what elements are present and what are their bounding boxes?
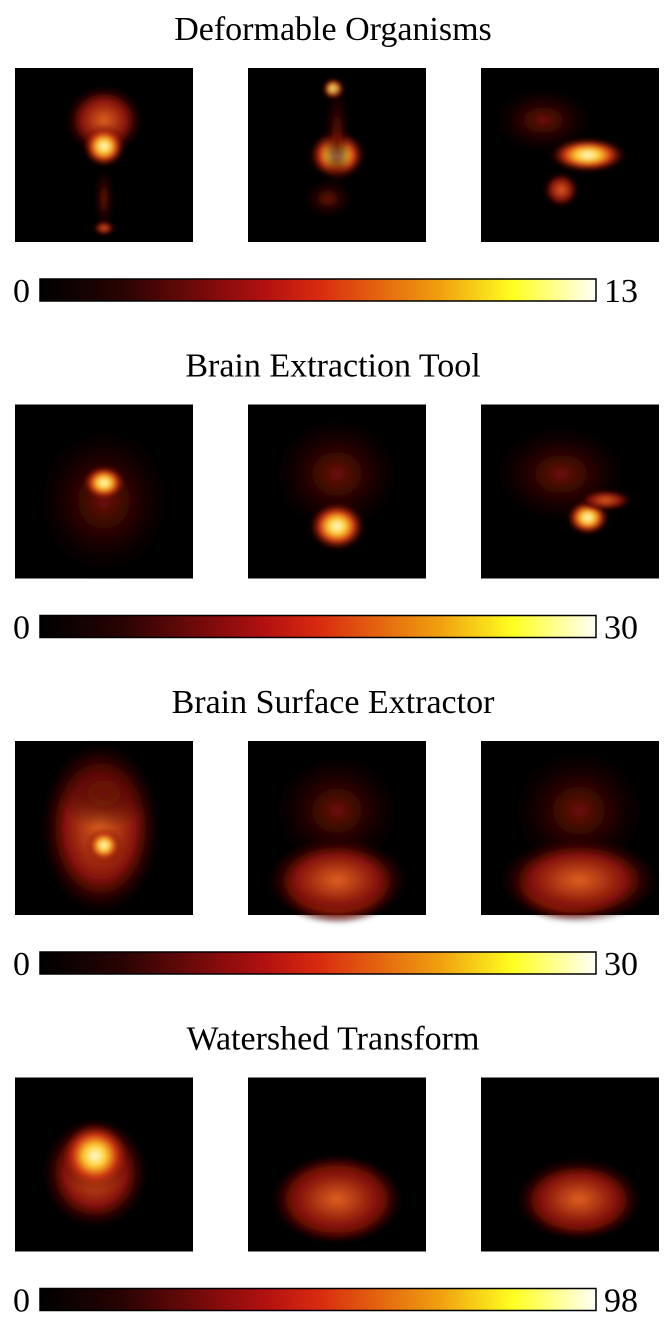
panel: Watershed Transform 0 98: [13, 1021, 659, 1316]
colorbar: [40, 952, 596, 974]
panel-title: Brain Extraction Tool: [185, 348, 480, 385]
colorbar-max-label: 98: [604, 1283, 638, 1316]
colorbar-min-label: 0: [13, 1283, 30, 1316]
heat-blob: [60, 758, 149, 828]
heatmap-image: [15, 405, 193, 579]
heat-blob: [490, 422, 632, 526]
heat-blob: [83, 125, 126, 167]
heatmap-image: [481, 405, 659, 579]
colorbar: [40, 279, 596, 301]
panel: Brain Surface Extractor 0 30: [13, 684, 659, 983]
heat-blob: [266, 837, 408, 924]
panel-title: Brain Surface Extractor: [172, 684, 496, 721]
colorbar-min-label: 0: [13, 946, 30, 983]
heat-blob: [60, 1121, 131, 1191]
heatmap-image: [248, 405, 426, 579]
heat-blob: [309, 502, 366, 551]
colorbar: [40, 616, 596, 638]
heat-blob: [86, 828, 122, 863]
heatmap-image: [248, 68, 426, 242]
panel-title: Watershed Transform: [187, 1021, 480, 1058]
heat-blob: [33, 422, 175, 579]
heatmap-image: [15, 741, 193, 915]
heat-blob: [579, 490, 632, 511]
heatmap-image: [248, 741, 426, 924]
heatmap-image: [15, 1078, 193, 1252]
colorbar-max-label: 30: [604, 610, 638, 647]
colorbar-max-label: 13: [604, 273, 638, 310]
heat-blob: [301, 178, 354, 220]
panel: Brain Extraction Tool 0 30: [13, 348, 659, 647]
heat-blob: [269, 1154, 404, 1244]
heatmap-image: [481, 1078, 659, 1252]
colorbar: [40, 1289, 596, 1311]
colorbar-min-label: 0: [13, 273, 30, 310]
heat-blob: [83, 465, 126, 500]
heat-blob: [499, 837, 659, 924]
panel-title: Deformable Organisms: [174, 11, 492, 48]
colorbar-max-label: 30: [604, 946, 638, 983]
heat-blob: [93, 221, 114, 235]
heatmap-image: [481, 741, 659, 924]
heatmap-image: [248, 1078, 426, 1252]
heatmap-image: [481, 68, 659, 242]
colorbar-min-label: 0: [13, 610, 30, 647]
panel: Deformable Organisms 0 13: [13, 11, 659, 310]
heat-blob: [515, 1158, 643, 1242]
figure: Deformable Organisms 0 13 Brain Extraction …: [0, 0, 666, 1315]
heat-blob: [543, 172, 579, 207]
heat-blob: [549, 138, 627, 173]
heatmap-image: [15, 68, 193, 242]
